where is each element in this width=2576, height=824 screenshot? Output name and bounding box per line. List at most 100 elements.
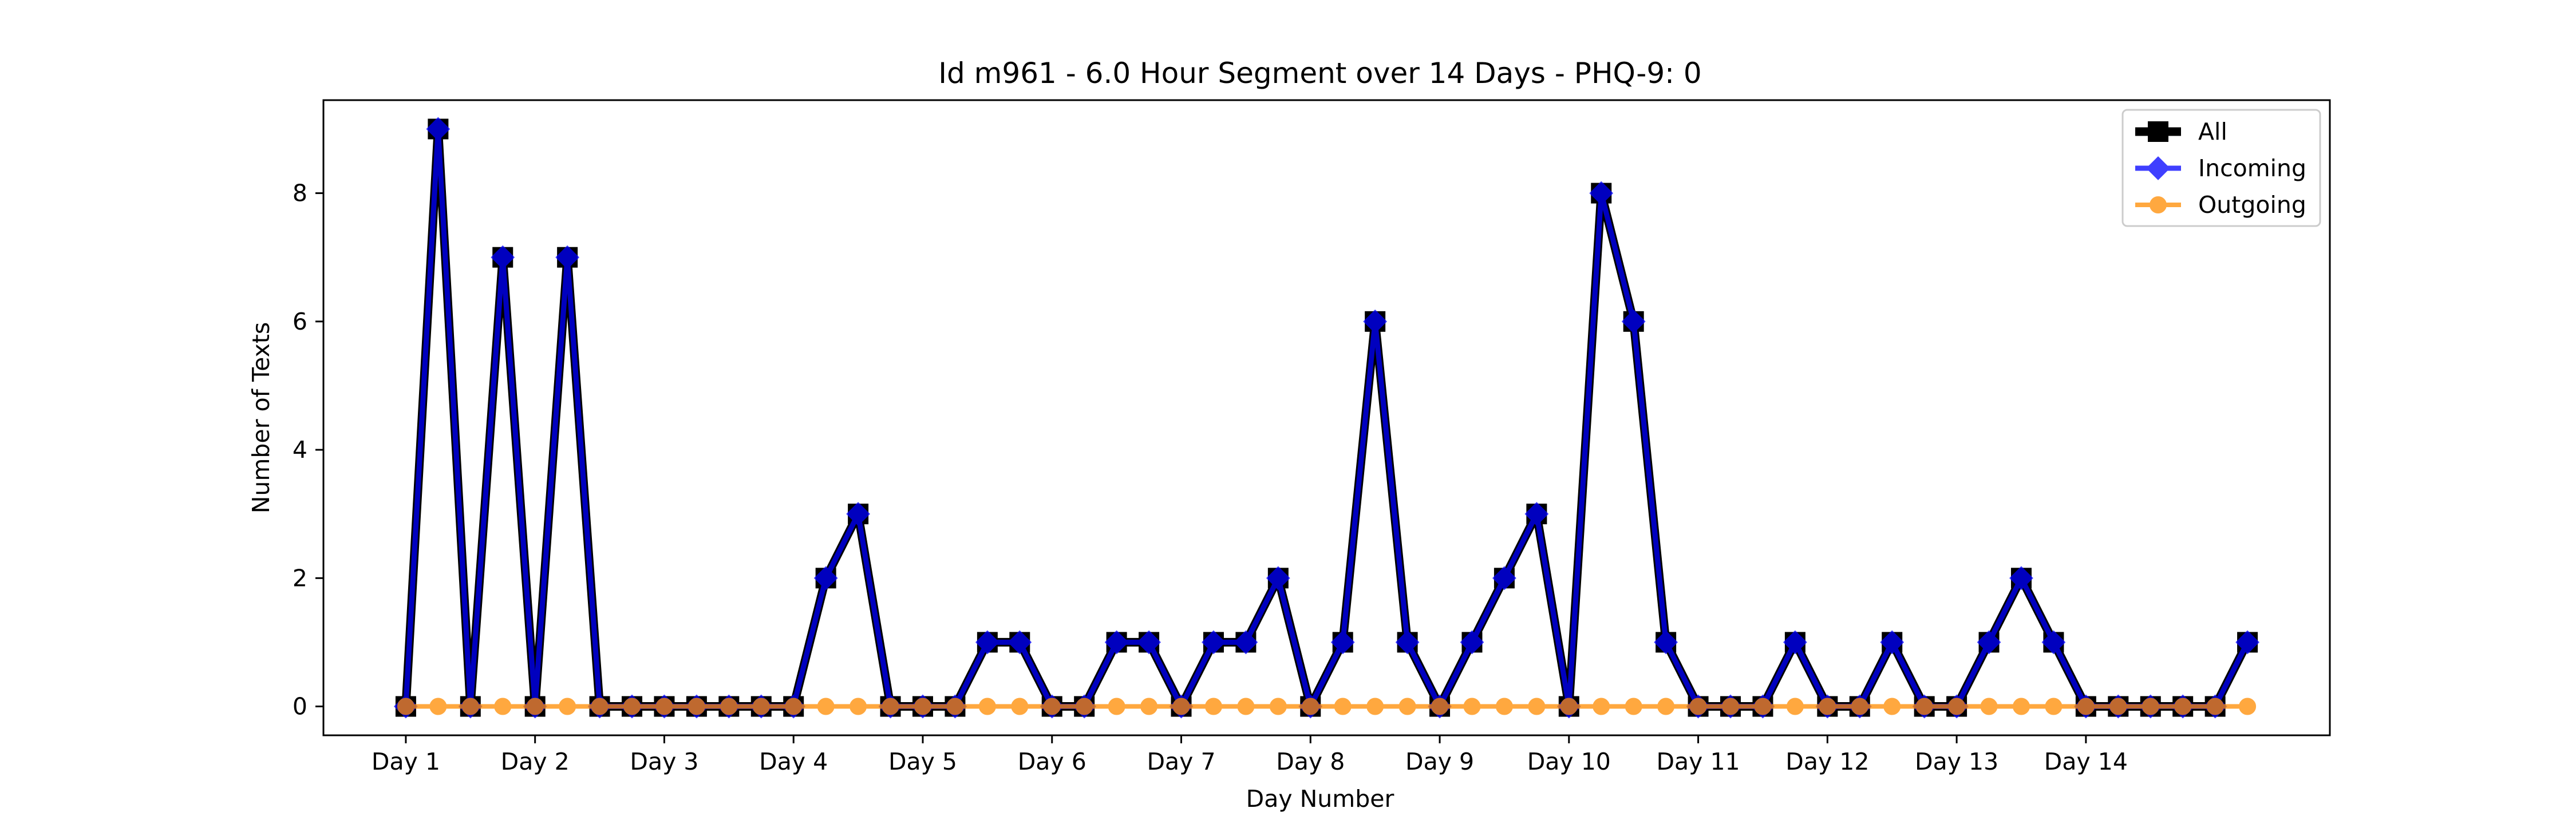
legend: All Incoming Outgoing bbox=[2121, 109, 2321, 227]
data-point-incoming bbox=[1621, 309, 1646, 334]
data-point-outgoing bbox=[1593, 698, 1610, 715]
legend-label-incoming: Incoming bbox=[2198, 154, 2306, 182]
data-point-incoming bbox=[2009, 566, 2033, 591]
data-point-incoming bbox=[1460, 630, 1484, 655]
data-point-outgoing bbox=[1172, 698, 1190, 715]
data-point-outgoing bbox=[1495, 698, 1513, 715]
data-point-incoming bbox=[846, 502, 871, 526]
data-point-outgoing bbox=[1915, 698, 1933, 715]
data-point-incoming bbox=[1202, 630, 1226, 655]
data-point-outgoing bbox=[1043, 698, 1061, 715]
data-point-outgoing bbox=[1560, 698, 1578, 715]
data-point-outgoing bbox=[1883, 698, 1901, 715]
data-point-incoming bbox=[1524, 502, 1549, 526]
legend-entry-all bbox=[2135, 121, 2181, 142]
data-point-outgoing bbox=[978, 698, 996, 715]
data-point-incoming bbox=[1395, 630, 1420, 655]
x-tick-label: Day 1 bbox=[372, 748, 440, 775]
data-point-outgoing bbox=[591, 698, 609, 715]
y-tick-label: 4 bbox=[293, 436, 307, 464]
data-point-incoming bbox=[1104, 630, 1129, 655]
data-point-outgoing bbox=[1269, 698, 1287, 715]
y-tick-label: 0 bbox=[293, 693, 307, 720]
data-point-outgoing bbox=[655, 698, 673, 715]
data-point-incoming bbox=[1654, 630, 1678, 655]
data-point-outgoing bbox=[1754, 698, 1772, 715]
data-point-outgoing bbox=[946, 698, 964, 715]
data-point-outgoing bbox=[1948, 698, 1966, 715]
data-point-incoming bbox=[1492, 566, 1516, 591]
data-point-outgoing bbox=[2077, 698, 2095, 715]
chart-title: Id m961 - 6.0 Hour Segment over 14 Days … bbox=[938, 57, 1701, 90]
data-point-incoming bbox=[1783, 630, 1807, 655]
x-tick-label: Day 9 bbox=[1405, 748, 1474, 775]
data-point-incoming bbox=[1880, 630, 1905, 655]
x-tick-label: Day 6 bbox=[1018, 748, 1086, 775]
data-point-outgoing bbox=[526, 698, 544, 715]
data-point-outgoing bbox=[1108, 698, 1125, 715]
data-point-outgoing bbox=[1237, 698, 1255, 715]
x-tick-label: Day 5 bbox=[888, 748, 957, 775]
data-point-outgoing bbox=[429, 698, 447, 715]
data-point-outgoing bbox=[2012, 698, 2030, 715]
data-point-outgoing bbox=[461, 698, 479, 715]
x-tick-label: Day 8 bbox=[1276, 748, 1345, 775]
data-point-outgoing bbox=[2109, 698, 2127, 715]
data-point-incoming bbox=[1977, 630, 2001, 655]
data-point-incoming bbox=[1266, 566, 1290, 591]
legend-label-all: All bbox=[2198, 118, 2227, 145]
series-line-incoming bbox=[403, 126, 2250, 710]
y-axis-label-group: Number of Texts bbox=[247, 322, 275, 514]
data-point-outgoing bbox=[688, 698, 705, 715]
y-tick-label: 8 bbox=[293, 180, 307, 207]
data-point-outgoing bbox=[1980, 698, 1998, 715]
y-tick-label: 2 bbox=[293, 564, 307, 592]
x-tick-label: Day 11 bbox=[1656, 748, 1740, 775]
legend-label-outgoing: Outgoing bbox=[2198, 191, 2306, 219]
data-point-incoming bbox=[1008, 630, 1032, 655]
data-point-incoming bbox=[491, 245, 515, 270]
data-point-outgoing bbox=[1204, 698, 1222, 715]
data-point-incoming bbox=[555, 245, 580, 270]
data-point-outgoing bbox=[1786, 698, 1804, 715]
data-point-outgoing bbox=[2174, 698, 2192, 715]
x-tick-label: Day 2 bbox=[501, 748, 570, 775]
data-point-outgoing bbox=[1851, 698, 1868, 715]
x-tick-label: Day 7 bbox=[1147, 748, 1215, 775]
data-point-outgoing bbox=[720, 698, 738, 715]
data-point-outgoing bbox=[559, 698, 576, 715]
series-incoming bbox=[394, 117, 2259, 719]
data-point-incoming bbox=[813, 566, 838, 591]
data-point-outgoing bbox=[850, 698, 867, 715]
data-point-outgoing bbox=[2239, 698, 2257, 715]
data-point-incoming bbox=[1137, 630, 1161, 655]
legend-entry-incoming bbox=[2135, 156, 2181, 180]
series-outgoing bbox=[397, 698, 2257, 715]
data-point-outgoing bbox=[2045, 698, 2063, 715]
data-point-outgoing bbox=[397, 698, 414, 715]
legend-entry-outgoing bbox=[2135, 196, 2181, 213]
legend-marker-incoming bbox=[2146, 156, 2170, 180]
data-point-outgoing bbox=[1334, 698, 1352, 715]
data-point-outgoing bbox=[1689, 698, 1707, 715]
data-point-outgoing bbox=[494, 698, 512, 715]
data-point-outgoing bbox=[1463, 698, 1481, 715]
data-point-outgoing bbox=[623, 698, 641, 715]
x-axis-label: Day Number bbox=[1246, 785, 1394, 813]
x-tick-label: Day 13 bbox=[1915, 748, 1998, 775]
data-point-outgoing bbox=[914, 698, 931, 715]
data-point-incoming bbox=[1234, 630, 1258, 655]
data-point-outgoing bbox=[817, 698, 835, 715]
data-point-outgoing bbox=[1366, 698, 1384, 715]
legend-marker-outgoing bbox=[2150, 196, 2167, 213]
axis-ticks: 0 2 4 6 8 Day 1 Day 2 Day 3 Day 4 Day 5 Day 6 Day 7… bbox=[293, 180, 2128, 775]
data-point-outgoing bbox=[1722, 698, 1740, 715]
data-point-outgoing bbox=[752, 698, 770, 715]
x-tick-label: Day 10 bbox=[1527, 748, 1611, 775]
data-point-incoming bbox=[2235, 630, 2259, 655]
data-point-outgoing bbox=[1140, 698, 1158, 715]
x-tick-label: Day 4 bbox=[759, 748, 828, 775]
data-point-incoming bbox=[1589, 181, 1614, 205]
legend-box bbox=[2121, 109, 2321, 227]
